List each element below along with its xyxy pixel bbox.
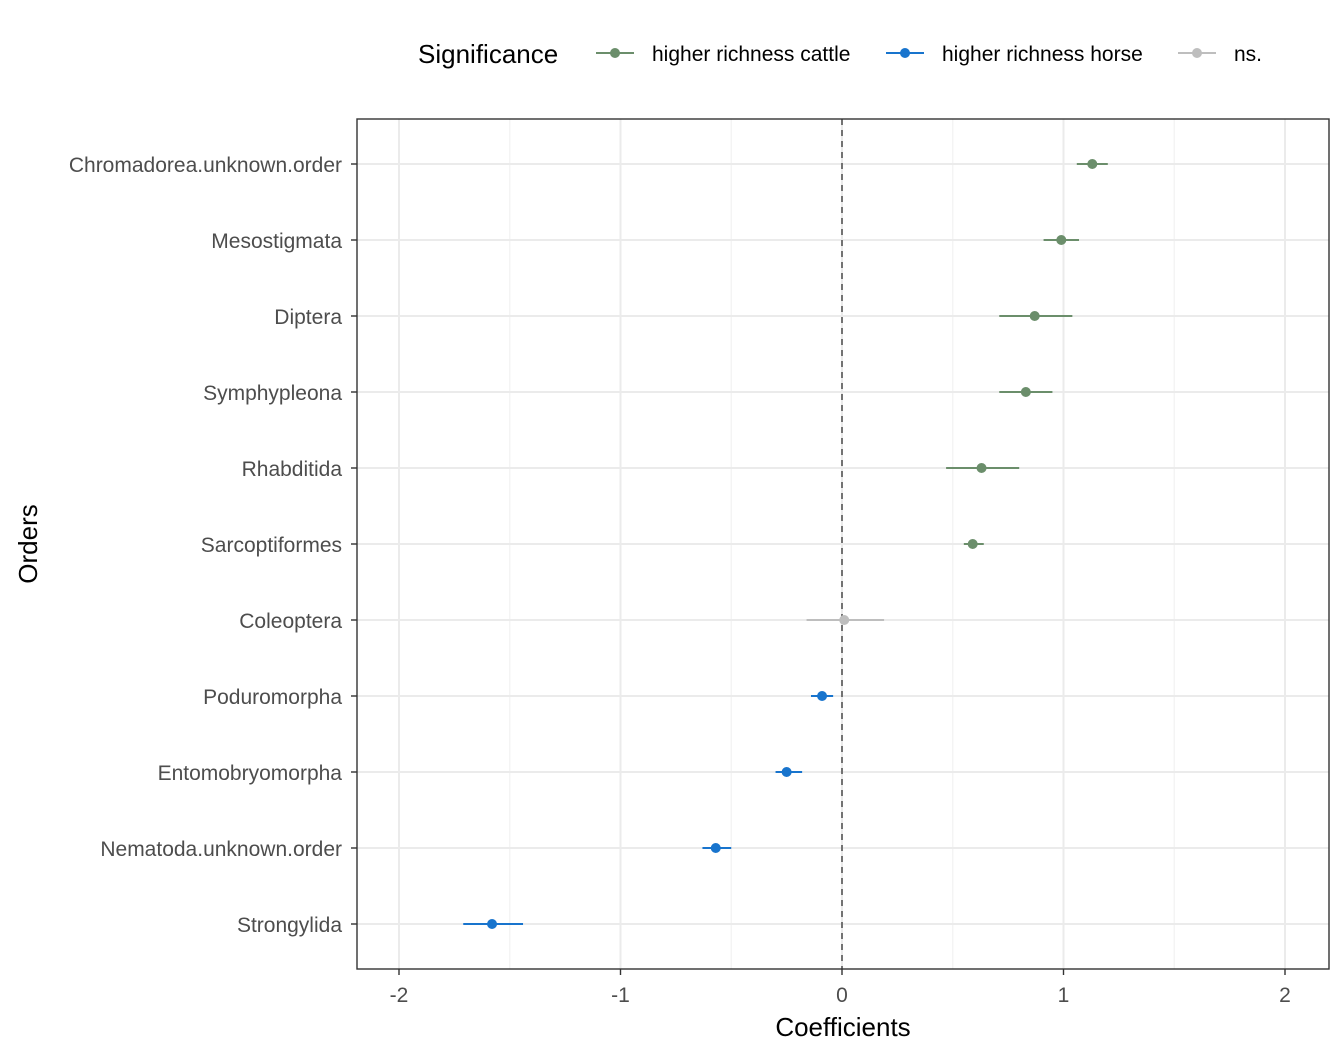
estimate-point: [976, 463, 987, 473]
legend-entry: higher richness cattle: [596, 43, 850, 66]
y-tick-label: Poduromorpha: [203, 686, 342, 709]
y-tick-label: Symphypleona: [203, 382, 342, 405]
estimate-point: [710, 843, 721, 853]
y-tick-label: Strongylida: [237, 914, 342, 937]
y-tick-label: Diptera: [274, 306, 342, 329]
y-tick-label: Rhabditida: [242, 458, 343, 481]
x-tick-label: 0: [836, 984, 848, 1007]
estimate-point: [839, 615, 850, 625]
y-tick-label: Nematoda.unknown.order: [100, 838, 342, 861]
y-axis-title: Orders: [13, 504, 43, 583]
legend-label: higher richness horse: [942, 43, 1143, 66]
x-axis-title: Coefficients: [775, 1012, 910, 1042]
estimate-point: [967, 539, 978, 549]
estimate-point: [487, 919, 498, 929]
legend-key-point: [900, 48, 910, 58]
x-tick-label: -1: [611, 984, 630, 1007]
y-axis: Chromadorea.unknown.order Mesostigmata Dip…: [69, 154, 357, 937]
x-tick-label: 1: [1058, 984, 1070, 1007]
y-tick-label: Mesostigmata: [211, 230, 342, 253]
legend-label: higher richness cattle: [652, 43, 850, 66]
legend: Significance higher richness cattle highe…: [418, 39, 1262, 69]
estimate-point: [1029, 311, 1040, 321]
plot-panel: [356, 118, 1330, 970]
estimate-point: [1087, 159, 1098, 169]
estimate-point: [1020, 387, 1031, 397]
legend-key-point: [1192, 48, 1202, 58]
legend-entry: ns.: [1178, 43, 1262, 66]
y-tick-label: Coleoptera: [239, 610, 342, 633]
estimate-point: [817, 691, 828, 701]
y-tick-label: Sarcoptiformes: [201, 534, 342, 557]
x-tick-label: -2: [390, 984, 409, 1007]
legend-title: Significance: [418, 39, 558, 69]
legend-entry: higher richness horse: [886, 43, 1143, 66]
estimate-point: [1056, 235, 1067, 245]
estimate-point: [781, 767, 792, 777]
y-tick-label: Entomobryomorpha: [158, 762, 343, 785]
x-tick-label: 2: [1279, 984, 1291, 1007]
legend-label: ns.: [1234, 43, 1262, 66]
y-tick-label: Chromadorea.unknown.order: [69, 154, 342, 177]
legend-key-point: [610, 48, 620, 58]
x-axis: -2 -1 0 1 2: [390, 969, 1291, 1007]
